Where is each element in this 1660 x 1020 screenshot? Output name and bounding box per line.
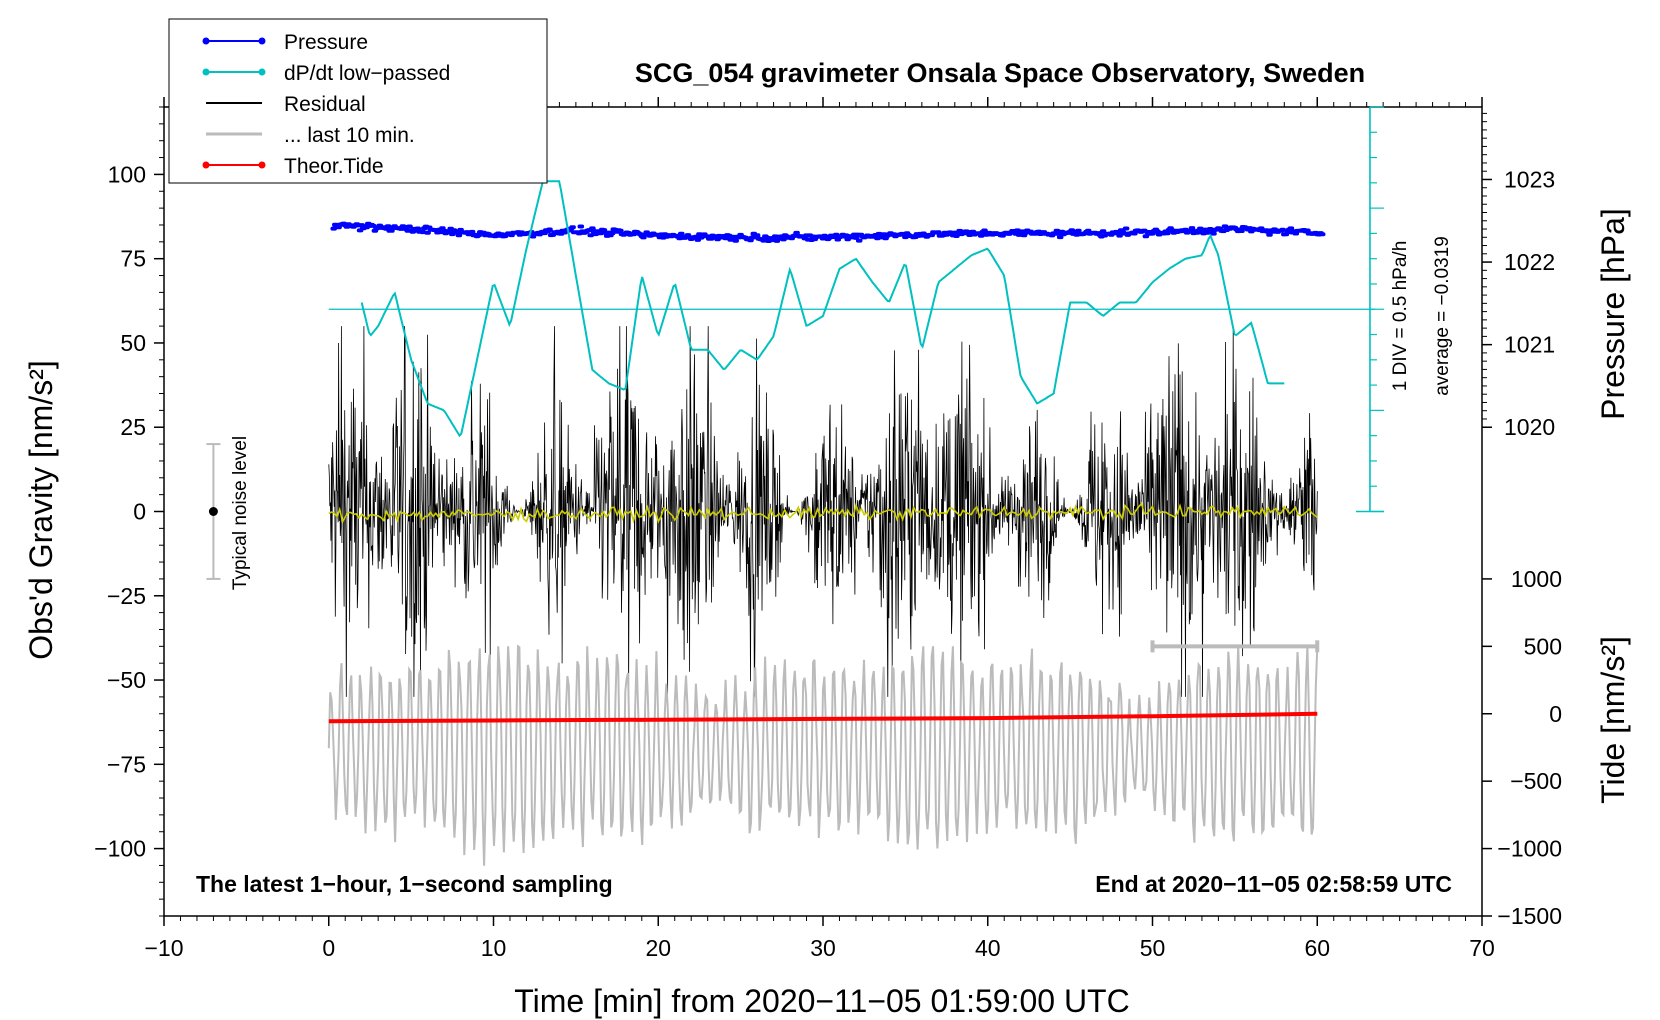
last10-line xyxy=(327,644,1319,866)
annotation-latest-hour: The latest 1−hour, 1−second sampling xyxy=(196,871,613,897)
legend-dot-right xyxy=(258,68,266,76)
theor-tide-line xyxy=(328,711,1318,724)
pressure-axis-ticks: 1023 1022 1021 1020 xyxy=(1482,112,1555,440)
noise-label: Typical noise level xyxy=(230,436,251,590)
legend-dot-left xyxy=(202,161,210,169)
x-tick-label: 10 xyxy=(481,935,507,961)
x-tick-label: 40 xyxy=(975,935,1001,961)
y-tick-label: −100 xyxy=(94,836,146,862)
y-tick-label: 0 xyxy=(133,499,146,525)
x-axis-title: Time [min] from 2020−11−05 01:59:00 UTC xyxy=(514,983,1129,1019)
smoothed-residual-series xyxy=(328,501,1318,524)
pressure-line xyxy=(330,221,1326,243)
residual-line xyxy=(328,326,1318,697)
theor-tide-series xyxy=(328,711,1318,724)
tide-tick-label: −500 xyxy=(1510,768,1562,794)
legend-label: dP/dt low−passed xyxy=(284,62,450,85)
noise-center-dot xyxy=(208,507,218,516)
tide-axis-title: Tide [nm/s²] xyxy=(1595,636,1631,804)
y-tick-label: 25 xyxy=(120,414,146,440)
scale-div-label: 1 DIV = 0.5 hPa/h xyxy=(1390,241,1411,392)
legend: Pressure dP/dt low−passed Residual ... last… xyxy=(168,18,548,184)
x-tick-label: 70 xyxy=(1469,935,1495,961)
legend-label: Pressure xyxy=(284,31,368,54)
y-axis-title: Obs'd Gravity [nm/s²] xyxy=(23,360,59,660)
x-axis-ticks: −10 0 10 20 30 40 50 60 70 xyxy=(144,97,1495,961)
smoothed-residual-line xyxy=(328,501,1318,524)
legend-dot-right xyxy=(258,37,266,45)
last10-series xyxy=(327,640,1320,866)
legend-label: Theor.Tide xyxy=(284,155,384,178)
dpdt-series xyxy=(328,180,1375,438)
pressure-tick-label: 1023 xyxy=(1504,166,1555,192)
scale-average-label: average = −0.0319 xyxy=(1432,236,1453,396)
pressure-tick-label: 1022 xyxy=(1504,249,1555,275)
x-tick-label: 60 xyxy=(1304,935,1330,961)
legend-dot-left xyxy=(202,37,210,45)
y-tick-label: 50 xyxy=(120,330,146,356)
pressure-tick-label: 1021 xyxy=(1504,332,1555,358)
x-tick-label: 50 xyxy=(1140,935,1166,961)
legend-dot-left xyxy=(202,68,210,76)
dpdt-scale-bar xyxy=(1355,106,1384,513)
tide-tick-label: −1000 xyxy=(1497,836,1562,862)
pressure-tick-label: 1020 xyxy=(1504,414,1555,440)
y-axis-ticks: 100 75 50 25 0 −25 −50 −75 −100 xyxy=(94,106,164,917)
dpdt-line xyxy=(360,180,1285,438)
annotation-end-time: End at 2020−11−05 02:58:59 UTC xyxy=(1095,871,1452,897)
pressure-series xyxy=(330,221,1326,243)
pressure-axis-title: Pressure [hPa] xyxy=(1595,208,1631,420)
tide-tick-label: 0 xyxy=(1549,701,1562,727)
legend-label: ... last 10 min. xyxy=(284,124,415,147)
legend-box xyxy=(168,18,548,184)
y-tick-label: −50 xyxy=(107,667,146,693)
x-tick-label: 20 xyxy=(645,935,671,961)
residual-series xyxy=(328,326,1318,697)
tide-axis-ticks: 1000 500 0 −500 −1000 −1500 xyxy=(1482,566,1562,929)
y-tick-label: −25 xyxy=(107,583,146,609)
chart-title: SCG_054 gravimeter Onsala Space Observat… xyxy=(635,58,1365,88)
x-tick-label: −10 xyxy=(144,935,183,961)
tide-tick-label: −1500 xyxy=(1497,903,1562,929)
tide-tick-label: 500 xyxy=(1524,633,1562,659)
y-tick-label: 100 xyxy=(108,161,146,187)
y-tick-label: −75 xyxy=(107,751,146,777)
x-tick-label: 0 xyxy=(322,935,335,961)
x-tick-label: 30 xyxy=(810,935,836,961)
legend-label: Residual xyxy=(284,93,366,116)
tide-tick-label: 1000 xyxy=(1511,566,1562,592)
legend-dot-right xyxy=(258,161,266,169)
noise-indicator xyxy=(206,443,221,580)
y-tick-label: 75 xyxy=(120,246,146,272)
